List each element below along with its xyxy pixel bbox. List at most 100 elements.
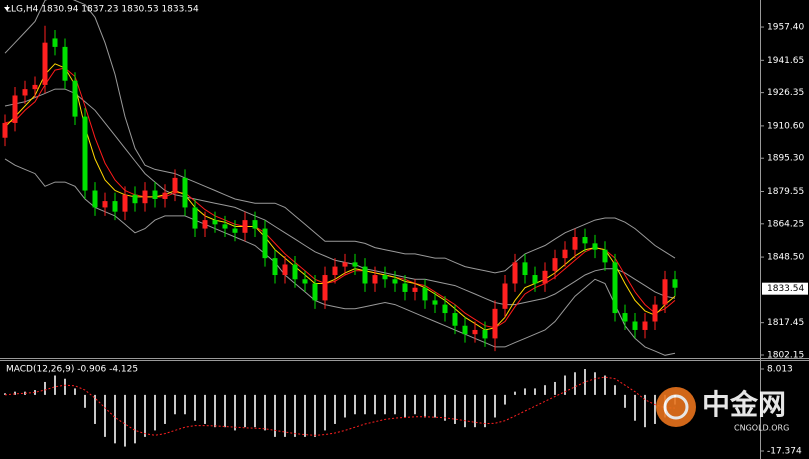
macd-bar xyxy=(114,394,116,444)
candle-body xyxy=(542,270,548,284)
candle-body xyxy=(552,258,558,271)
candle-body xyxy=(422,287,428,301)
macd-bar xyxy=(474,394,476,428)
y-tick-label: 1864.25 xyxy=(767,219,804,229)
candle-body xyxy=(292,264,298,280)
macd-bar xyxy=(514,391,516,395)
macd-bar xyxy=(624,394,626,408)
macd-bar xyxy=(444,394,446,421)
candle-body xyxy=(172,177,178,193)
candle-body xyxy=(432,300,438,305)
macd-bar xyxy=(124,394,126,447)
macd-bar xyxy=(534,388,536,395)
candle-body xyxy=(392,279,398,284)
y-tick-label: -17.374 xyxy=(767,447,802,457)
macd-bar xyxy=(464,394,466,428)
candle-body xyxy=(482,329,488,339)
candle-body xyxy=(262,228,268,259)
logo-icon xyxy=(663,394,689,420)
candle-body xyxy=(372,275,378,284)
candle-body xyxy=(182,177,188,208)
price-plot xyxy=(2,0,678,356)
candle-body xyxy=(102,201,108,208)
candle-body xyxy=(362,266,368,284)
macd-bar xyxy=(414,394,416,415)
macd-bar xyxy=(34,390,36,395)
macd-bar xyxy=(234,394,236,431)
candle-body xyxy=(382,275,388,280)
candle-body xyxy=(592,243,598,250)
macd-bar xyxy=(104,394,106,437)
indicator-line xyxy=(4,158,676,356)
header-arrow xyxy=(4,7,10,11)
macd-bar xyxy=(484,394,486,428)
candle-body xyxy=(662,279,668,305)
macd-bar xyxy=(334,394,336,424)
candle-body xyxy=(402,283,408,292)
macd-bar xyxy=(644,394,646,428)
macd-bar xyxy=(134,394,136,444)
macd-bar xyxy=(194,394,196,421)
chart-header: LLG,H4 1830.94 1837.23 1830.53 1833.54 xyxy=(6,5,199,15)
candle-body xyxy=(332,266,338,276)
y-tick-label: 1926.35 xyxy=(767,88,804,98)
macd-bar xyxy=(244,394,246,428)
candle-body xyxy=(162,192,168,199)
macd-bar xyxy=(594,372,596,395)
candle-body xyxy=(22,89,28,96)
macd-bar xyxy=(544,385,546,395)
macd-bar xyxy=(394,394,396,415)
macd-bar xyxy=(4,393,6,395)
y-tick-label: 1910.60 xyxy=(767,121,804,131)
candle-body xyxy=(652,304,658,322)
macd-bar xyxy=(434,394,436,418)
axes: 1957.40 1941.65 1926.35 1910.60 1895.30 1879.… xyxy=(760,23,808,457)
macd-bar xyxy=(384,394,386,415)
candle-body xyxy=(242,220,248,233)
watermark-logo: 中金网 xyxy=(702,388,786,421)
candle-body xyxy=(132,194,138,204)
candle-body xyxy=(612,262,618,314)
candle-body xyxy=(252,220,258,229)
macd-bar xyxy=(254,394,256,428)
candle-body xyxy=(212,220,218,225)
macd-title: MACD(12,26,9) -0.906 -4.125 xyxy=(6,365,138,375)
y-tick-label: 8.013 xyxy=(767,365,793,375)
candle-body xyxy=(532,275,538,284)
candle-body xyxy=(442,304,448,314)
macd-bar xyxy=(224,394,226,428)
y-tick-label: 1957.40 xyxy=(767,23,804,33)
macd-bar xyxy=(164,394,166,424)
macd-bar xyxy=(504,394,506,405)
candle-body xyxy=(342,262,348,267)
indicator-line xyxy=(4,63,676,331)
macd-bar xyxy=(94,394,96,424)
macd-bar xyxy=(654,394,656,424)
candle-body xyxy=(202,220,208,229)
macd-bar xyxy=(294,394,296,437)
candle-body xyxy=(312,283,318,301)
candle-body xyxy=(232,228,238,233)
macd-bar xyxy=(174,394,176,415)
macd-bar xyxy=(14,391,16,395)
candle-body xyxy=(122,194,128,212)
macd-bar xyxy=(374,394,376,415)
macd-bar xyxy=(264,394,266,431)
y-tick-label: 1848.50 xyxy=(767,253,804,263)
candle-body xyxy=(2,122,8,138)
logo-icon xyxy=(656,387,696,427)
candle-body xyxy=(72,80,78,117)
candle-body xyxy=(322,275,328,301)
candle-body xyxy=(32,84,38,90)
macd-bar xyxy=(564,375,566,395)
macd-bar xyxy=(574,372,576,395)
macd-bar xyxy=(404,394,406,418)
candle-body xyxy=(502,283,508,309)
macd-bar xyxy=(204,394,206,424)
candle-body xyxy=(582,237,588,244)
indicator-line xyxy=(4,0,676,274)
macd-bar xyxy=(64,378,66,395)
candle-body xyxy=(192,207,198,229)
